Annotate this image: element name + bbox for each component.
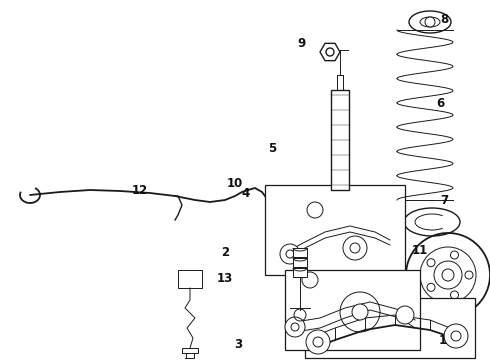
Text: 1: 1 — [439, 333, 447, 346]
Circle shape — [280, 244, 300, 264]
Bar — [331, 90, 349, 190]
Text: 7: 7 — [440, 194, 448, 207]
Circle shape — [326, 48, 334, 56]
Circle shape — [302, 272, 318, 288]
Text: 5: 5 — [268, 141, 276, 154]
Text: 13: 13 — [217, 271, 233, 284]
Bar — [178, 270, 202, 288]
Text: 11: 11 — [412, 243, 428, 257]
Text: 2: 2 — [221, 247, 229, 260]
Bar — [285, 270, 420, 350]
Bar — [293, 248, 307, 257]
Text: 9: 9 — [298, 36, 306, 50]
Text: 6: 6 — [436, 96, 444, 109]
Circle shape — [442, 269, 454, 281]
Text: 10: 10 — [227, 176, 243, 189]
Text: 3: 3 — [234, 338, 242, 351]
Circle shape — [286, 250, 294, 258]
Bar — [182, 348, 198, 353]
Bar — [265, 185, 405, 275]
Circle shape — [427, 283, 435, 291]
Circle shape — [465, 271, 473, 279]
Bar — [293, 268, 307, 277]
Bar — [305, 298, 475, 358]
Text: 12: 12 — [132, 184, 148, 197]
Circle shape — [306, 330, 330, 354]
Circle shape — [350, 243, 360, 253]
Circle shape — [313, 337, 323, 347]
Circle shape — [450, 251, 459, 259]
Circle shape — [307, 202, 323, 218]
Bar — [293, 258, 307, 267]
Circle shape — [451, 331, 461, 341]
Bar — [186, 353, 194, 358]
Circle shape — [352, 304, 368, 320]
Circle shape — [444, 324, 468, 348]
Circle shape — [291, 323, 299, 331]
Polygon shape — [320, 43, 340, 61]
Text: 8: 8 — [440, 13, 448, 26]
Circle shape — [425, 17, 435, 27]
Circle shape — [450, 291, 459, 299]
Text: 4: 4 — [242, 186, 250, 199]
Circle shape — [285, 317, 305, 337]
Circle shape — [396, 306, 414, 324]
Circle shape — [427, 258, 435, 267]
